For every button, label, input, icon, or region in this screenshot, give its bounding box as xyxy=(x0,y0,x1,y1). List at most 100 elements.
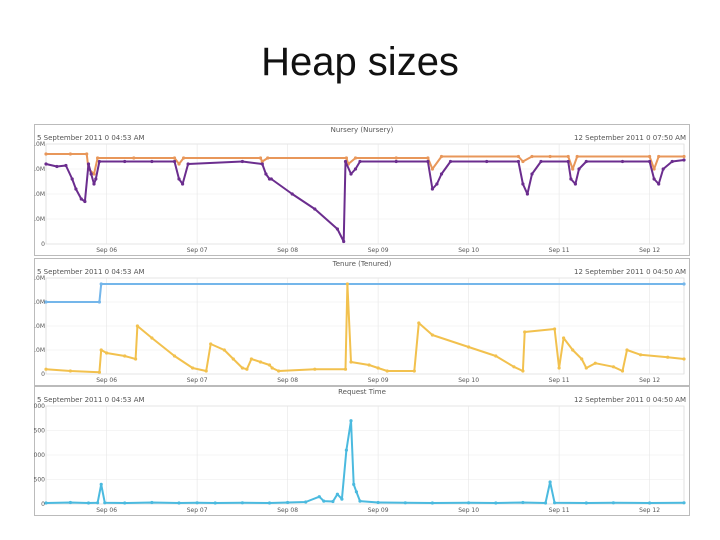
data-point xyxy=(417,321,421,325)
y-tick-label: 120.0M xyxy=(34,299,45,306)
data-point xyxy=(349,419,353,423)
data-point xyxy=(485,159,489,164)
data-point xyxy=(240,501,244,505)
data-point xyxy=(657,182,661,186)
data-point xyxy=(562,336,566,340)
data-point xyxy=(267,501,272,505)
data-point xyxy=(97,300,101,304)
data-point xyxy=(86,162,91,166)
data-point xyxy=(577,167,581,171)
data-point xyxy=(177,162,181,166)
data-point xyxy=(512,365,516,369)
x-tick-label: Sep 09 xyxy=(368,507,389,514)
chart-title: Nursery (Nursery) xyxy=(331,126,394,134)
data-point xyxy=(553,501,557,505)
data-point xyxy=(521,500,525,505)
data-point xyxy=(344,448,348,452)
data-point xyxy=(44,367,48,371)
data-point xyxy=(349,172,353,176)
data-point xyxy=(266,156,270,160)
data-point xyxy=(682,158,686,162)
data-point xyxy=(44,300,48,304)
data-point xyxy=(258,360,263,364)
data-point xyxy=(70,177,74,181)
data-point xyxy=(103,501,107,505)
data-point xyxy=(290,192,294,196)
data-point xyxy=(652,177,656,181)
data-point xyxy=(530,154,534,159)
data-point xyxy=(123,501,127,505)
data-point xyxy=(177,501,181,505)
x-tick-label: Sep 07 xyxy=(187,377,208,384)
chart-start-label: 5 September 2011 0 04:53 AM xyxy=(37,268,145,276)
data-point xyxy=(264,172,268,176)
data-point xyxy=(620,369,625,373)
data-point xyxy=(172,159,177,164)
data-point xyxy=(354,490,358,494)
data-point xyxy=(584,366,588,370)
y-tick-label: 160.0M xyxy=(34,275,45,282)
data-point xyxy=(96,501,100,505)
data-point xyxy=(89,172,93,176)
data-point xyxy=(186,162,190,166)
data-point xyxy=(648,154,652,159)
data-point xyxy=(231,357,235,361)
data-point xyxy=(584,501,588,505)
data-point xyxy=(92,172,96,176)
data-point xyxy=(652,167,656,171)
data-point xyxy=(150,159,154,164)
x-tick-label: Sep 06 xyxy=(96,507,117,514)
data-point xyxy=(335,227,339,231)
data-point xyxy=(191,366,195,370)
y-tick-label: 20.0M xyxy=(34,141,45,148)
data-point xyxy=(430,333,434,337)
data-point xyxy=(566,154,570,159)
data-point xyxy=(260,159,264,164)
x-tick-label: Sep 10 xyxy=(458,247,479,254)
data-point xyxy=(448,159,453,164)
data-point xyxy=(267,363,272,367)
data-point xyxy=(79,197,83,201)
x-tick-label: Sep 08 xyxy=(277,507,298,514)
data-point xyxy=(304,500,308,504)
data-point xyxy=(83,199,87,204)
data-point xyxy=(313,367,317,371)
chart-panel-request-time: Request Time 5 September 2011 0 04:53 AM 1… xyxy=(34,386,690,516)
x-tick-label: Sep 10 xyxy=(458,377,479,384)
data-point xyxy=(64,163,68,168)
data-point xyxy=(342,239,346,244)
data-point xyxy=(611,365,616,369)
data-point xyxy=(240,366,244,370)
data-point xyxy=(240,159,244,164)
data-point xyxy=(580,357,584,361)
data-point xyxy=(516,159,520,164)
y-tick-label: 500 xyxy=(34,477,45,484)
chart-title: Request Time xyxy=(338,388,386,396)
chart-title: Tenure (Tenured) xyxy=(332,260,392,268)
data-point xyxy=(245,367,249,371)
data-point xyxy=(44,501,48,505)
data-point xyxy=(573,182,578,186)
data-point xyxy=(97,159,101,164)
x-tick-label: Sep 06 xyxy=(96,377,117,384)
data-point xyxy=(611,501,616,505)
data-point xyxy=(648,159,652,164)
data-point xyxy=(195,501,199,505)
chart-panel-nursery: Nursery (Nursery) 5 September 2011 0 04:5… xyxy=(34,124,690,256)
data-point xyxy=(209,342,213,346)
data-point xyxy=(44,152,48,156)
data-point xyxy=(571,167,575,171)
data-point xyxy=(569,177,573,181)
data-point xyxy=(68,369,72,373)
chart-tenure: Tenure (Tenured) 5 September 2011 0 04:53… xyxy=(34,258,690,386)
chart-request-time: Request Time 5 September 2011 0 04:53 AM 1… xyxy=(34,386,690,516)
series-line-0 xyxy=(46,283,684,303)
data-point xyxy=(68,152,72,156)
data-point xyxy=(99,348,103,352)
data-point xyxy=(68,500,72,505)
data-point xyxy=(358,159,362,164)
data-point xyxy=(340,497,344,501)
data-point xyxy=(385,369,389,373)
data-point xyxy=(123,159,127,164)
data-point xyxy=(376,500,380,505)
